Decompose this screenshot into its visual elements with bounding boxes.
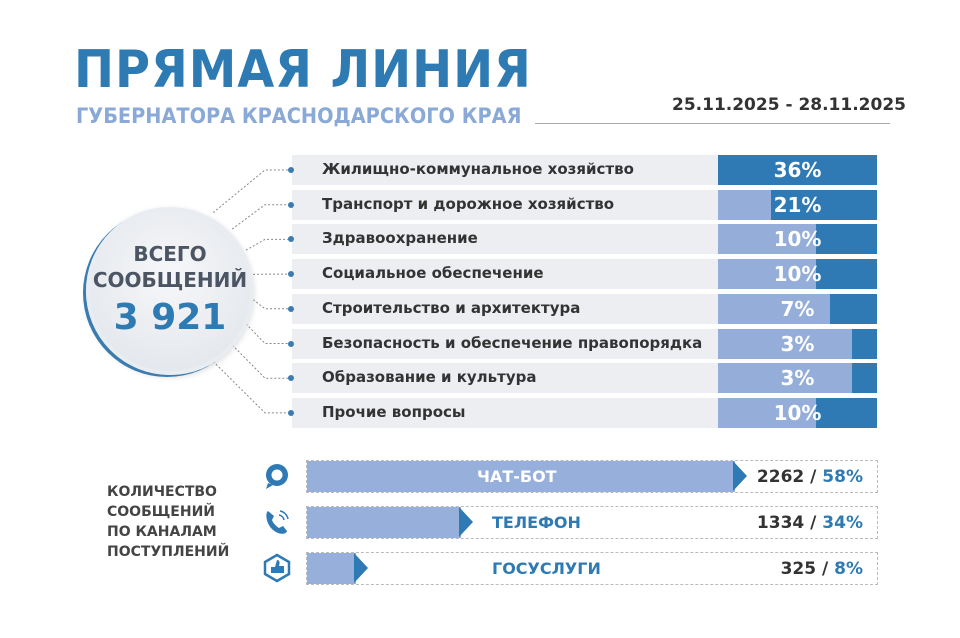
bullet-dot	[288, 375, 294, 382]
divider	[535, 123, 890, 124]
connector-line	[212, 169, 290, 214]
total-label-1: ВСЕГО	[133, 242, 207, 266]
channels-label-line: ПО КАНАЛАМ	[107, 524, 217, 540]
category-row: Образование и культура 3%	[288, 363, 877, 394]
channel-count: 325 /	[780, 559, 829, 579]
category-label: Социальное обеспечение	[322, 264, 544, 283]
thumbs-up-icon	[262, 553, 292, 583]
channel-name: ГОСУСЛУГИ	[492, 559, 601, 578]
channel-count: 1334 /	[756, 513, 817, 533]
bullet-dot	[288, 409, 294, 416]
category-bar-fill	[852, 363, 877, 394]
channel-value: 325 / 8%	[781, 559, 863, 579]
channel-value: 2262 / 58%	[757, 467, 863, 487]
connector-line	[252, 299, 290, 310]
category-percent: 3%	[780, 366, 815, 391]
total-label-2: СООБЩЕНИЙ	[92, 268, 248, 292]
category-percent: 7%	[780, 296, 815, 321]
channel-percent: 34%	[822, 513, 863, 533]
category-row: Социальное обеспечение 10%	[288, 259, 877, 290]
bullet-dot	[288, 201, 294, 208]
category-label: Жилищно-коммунальное хозяйство	[322, 160, 634, 178]
chevron-icon	[458, 507, 473, 537]
bullet-dot	[288, 271, 294, 278]
channel-bar-fill	[307, 461, 735, 492]
category-label: Прочие вопросы	[322, 402, 466, 421]
category-bar-fill	[852, 328, 877, 359]
channel-bar-fill	[307, 507, 461, 538]
channel-row: ЧАТ-БОТ 2262 / 58%	[306, 460, 878, 493]
category-bar: 10%	[718, 397, 877, 428]
category-percent: 36%	[773, 158, 822, 182]
channel-name: ЧАТ-БОТ	[477, 467, 557, 486]
category-label: Безопасность и обеспечение правопорядка	[322, 333, 703, 352]
category-bar: 7%	[718, 293, 877, 324]
channel-row: ТЕЛЕФОН 1334 / 34%	[306, 506, 878, 539]
category-bar-fill	[770, 189, 877, 220]
category-bar: 3%	[718, 363, 877, 394]
category-label: Образование и культура	[322, 368, 537, 387]
page-subtitle: ГУБЕРНАТОРА КРАСНОДАРСКОГО КРАЯ	[76, 104, 522, 128]
category-label: Строительство и архитектура	[322, 298, 581, 317]
category-percent: 10%	[773, 400, 822, 425]
connector-line	[231, 344, 290, 379]
category-bar: 36%	[718, 155, 877, 185]
category-bar-fill	[816, 259, 877, 290]
channel-name: ТЕЛЕФОН	[492, 513, 581, 532]
channels-label: КОЛИЧЕСТВО СООБЩЕНИЙ ПО КАНАЛАМ ПОСТУПЛЕ…	[107, 482, 229, 562]
bullet-dot	[288, 236, 294, 243]
bullet-dot	[288, 340, 294, 347]
category-row: Строительство и архитектура 7%	[288, 293, 877, 324]
connector-line	[245, 323, 290, 344]
channel-percent: 8%	[834, 559, 863, 579]
category-bar-fill	[718, 155, 877, 185]
category-bar: 10%	[718, 259, 877, 290]
channels-label-line: СООБЩЕНИЙ	[107, 504, 216, 520]
category-bar: 3%	[718, 328, 877, 359]
category-row: Прочие вопросы 10%	[288, 397, 877, 428]
total-value: 3 921	[113, 297, 227, 338]
category-bar: 21%	[718, 189, 877, 220]
date-range: 25.11.2025 - 28.11.2025	[672, 95, 906, 115]
chevron-icon	[732, 461, 747, 491]
channel-value: 1334 / 34%	[757, 513, 863, 533]
connector-line	[245, 238, 290, 251]
channels-label-line: КОЛИЧЕСТВО	[107, 484, 217, 500]
category-label: Транспорт и дорожное хозяйство	[322, 194, 615, 213]
total-circle: ВСЕГО СООБЩЕНИЙ 3 921	[86, 207, 254, 375]
category-label: Здравоохранение	[322, 229, 478, 248]
channels-label-line: ПОСТУПЛЕНИЙ	[107, 544, 230, 560]
category-row: Здравоохранение 10%	[288, 224, 877, 255]
connector-line	[212, 360, 290, 414]
category-row: Безопасность и обеспечение правопорядка …	[288, 328, 877, 359]
category-row: Жилищно-коммунальное хозяйство 36%	[288, 155, 877, 185]
category-percent: 10%	[773, 262, 822, 287]
category-bar-fill	[816, 224, 877, 255]
bullet-dot	[288, 305, 294, 312]
category-bar: 10%	[718, 224, 877, 255]
chevron-icon	[354, 553, 369, 583]
bullet-dot	[288, 167, 294, 173]
chat-icon	[262, 461, 292, 491]
channel-bar-fill	[307, 553, 357, 584]
phone-icon	[262, 507, 292, 537]
category-percent: 10%	[773, 227, 822, 252]
channel-percent: 58%	[822, 467, 863, 487]
category-bar-fill	[830, 293, 877, 324]
channel-row: ГОСУСЛУГИ 325 / 8%	[306, 552, 878, 585]
category-row: Транспорт и дорожное хозяйство 21%	[288, 189, 877, 220]
page-title: ПРЯМАЯ ЛИНИЯ	[74, 40, 532, 100]
category-bar-fill	[816, 397, 877, 428]
channel-count: 2262 /	[756, 467, 817, 487]
category-percent: 21%	[773, 192, 822, 217]
category-percent: 3%	[780, 331, 815, 356]
connector-line	[231, 204, 290, 230]
